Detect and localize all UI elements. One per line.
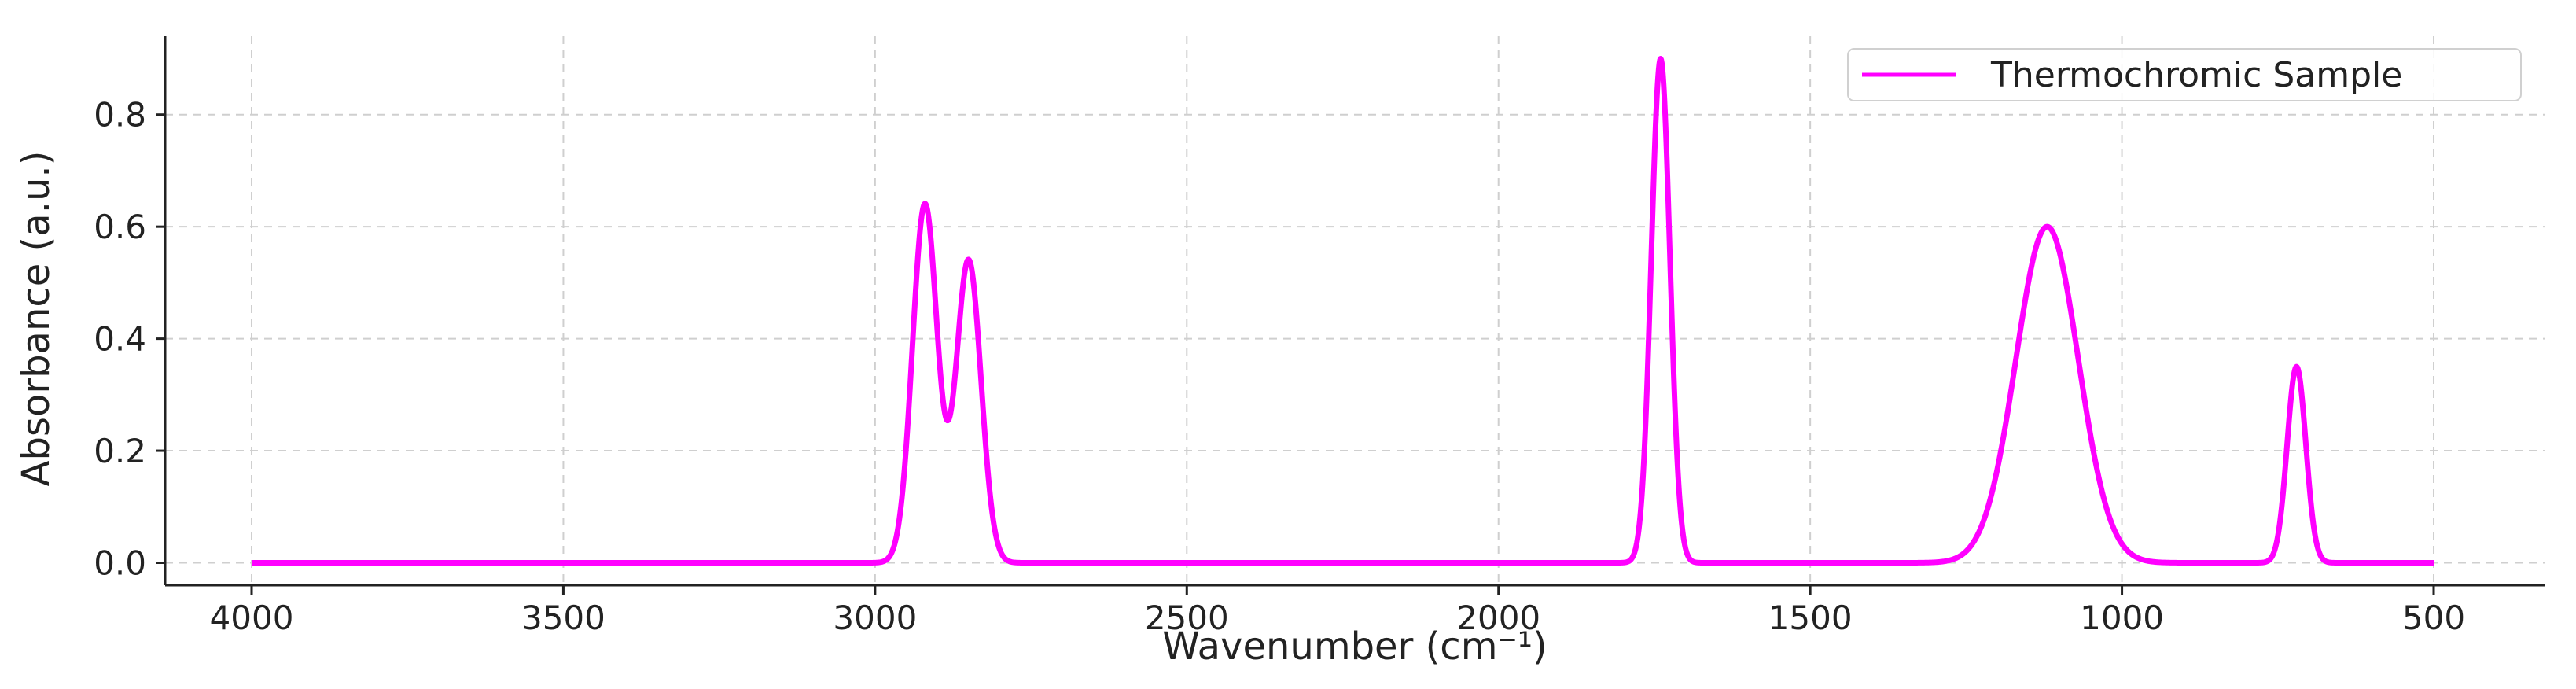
x-tick-label: 500 <box>2402 599 2465 637</box>
legend: Thermochromic Sample <box>1847 48 2522 101</box>
grid <box>165 36 2545 585</box>
legend-label-thermochromic-sample: Thermochromic Sample <box>1990 55 2402 95</box>
x-tick-label: 1000 <box>2080 599 2164 637</box>
x-tick-label: 2500 <box>1145 599 1229 637</box>
y-tick-label: 0.6 <box>94 208 146 246</box>
tick-labels: 4000 3500 3000 2500 2000 1500 1000 500 0.0 0.2 0.4… <box>94 96 2465 637</box>
y-tick-label: 0.0 <box>94 544 146 583</box>
x-tick-label: 4000 <box>210 599 294 637</box>
y-tick-label: 0.4 <box>94 320 146 359</box>
x-tick-label: 2000 <box>1456 599 1540 637</box>
y-tick-label: 0.8 <box>94 96 146 134</box>
series-layer <box>249 55 2436 566</box>
y-tick-label: 0.2 <box>94 432 146 470</box>
series-line-0 <box>249 55 2436 566</box>
axes <box>156 36 2545 595</box>
y-axis-label: Absorbance (a.u.) <box>14 151 58 487</box>
x-tick-label: 1500 <box>1768 599 1853 637</box>
x-tick-label: 3000 <box>833 599 917 637</box>
x-tick-label: 3500 <box>521 599 605 637</box>
legend-box <box>1847 48 2522 101</box>
x-axis-label: Wavenumber (cm⁻¹) <box>1162 625 1547 669</box>
